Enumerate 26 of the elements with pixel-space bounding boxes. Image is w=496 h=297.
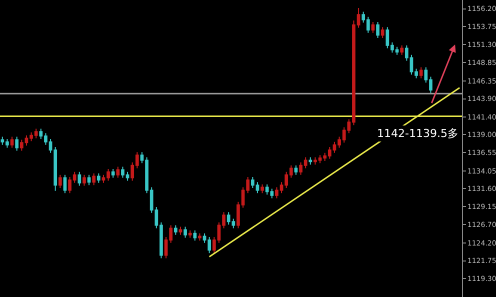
candlestick xyxy=(174,224,178,236)
candlestick xyxy=(260,184,264,194)
candlestick xyxy=(193,230,197,242)
candlestick xyxy=(188,230,192,238)
candlestick xyxy=(308,156,312,166)
candlestick xyxy=(376,21,380,39)
candlestick xyxy=(10,136,14,148)
candlestick xyxy=(371,21,375,34)
candlestick xyxy=(58,174,62,188)
candlestick xyxy=(78,171,82,186)
annotation: 1142-1139.5多 xyxy=(377,127,458,140)
candlestick xyxy=(419,66,423,79)
candlestick xyxy=(400,44,404,56)
candlestick xyxy=(15,136,19,152)
candlestick xyxy=(184,226,187,238)
candlestick xyxy=(96,172,100,184)
candlestick xyxy=(178,226,182,236)
candlestick xyxy=(198,232,202,242)
candlestick xyxy=(116,166,120,178)
candlestick xyxy=(92,172,96,186)
candlestick xyxy=(111,168,115,178)
candlestick xyxy=(82,174,86,186)
candlestick xyxy=(63,174,67,194)
candlestick xyxy=(294,164,298,176)
candlestick xyxy=(87,174,91,186)
candlestick xyxy=(380,26,384,39)
